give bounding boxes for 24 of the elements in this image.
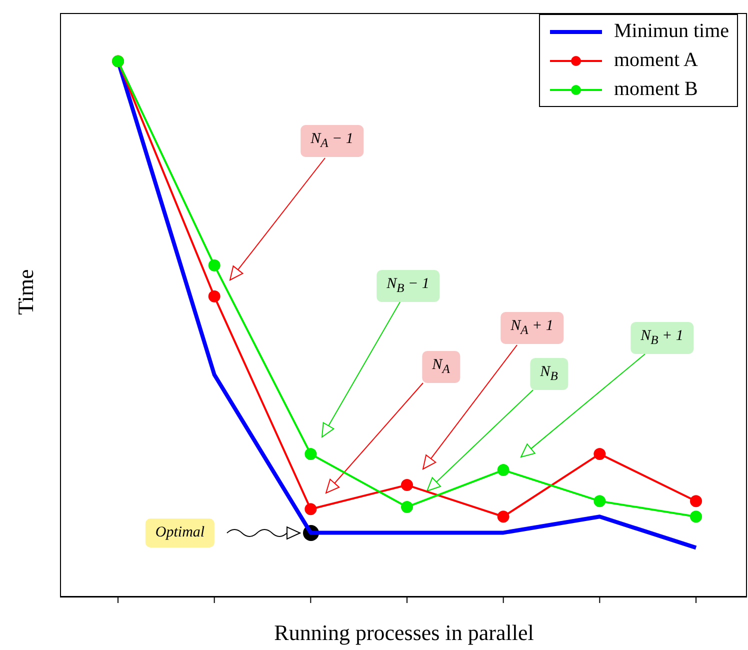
annotation: N$_{A}$ + 1 xyxy=(500,312,564,344)
point xyxy=(594,448,606,460)
annotation: N$_{B}$ xyxy=(530,358,568,390)
legend-label: moment B xyxy=(614,78,698,101)
annotation: N$_{A}$ − 1 xyxy=(300,125,364,157)
point xyxy=(594,495,606,508)
x-axis-title: Running processes in parallel xyxy=(273,620,535,646)
point xyxy=(497,510,510,523)
annotation: Optimal xyxy=(145,518,215,548)
annotation: N$_{A}$ xyxy=(422,351,460,383)
point xyxy=(401,479,413,492)
annotation: N$_{B}$ − 1 xyxy=(376,270,440,302)
annotation: N$_{B}$ + 1 xyxy=(630,322,694,354)
point xyxy=(304,503,317,516)
point xyxy=(497,464,510,476)
legend-label: moment A xyxy=(614,49,698,72)
point xyxy=(401,500,413,513)
point xyxy=(690,495,702,508)
point xyxy=(690,510,702,523)
point xyxy=(208,259,220,272)
y-axis-title: Time xyxy=(13,269,39,315)
point xyxy=(304,448,317,460)
legend-label: Minimun time xyxy=(614,20,729,43)
point xyxy=(208,290,220,302)
